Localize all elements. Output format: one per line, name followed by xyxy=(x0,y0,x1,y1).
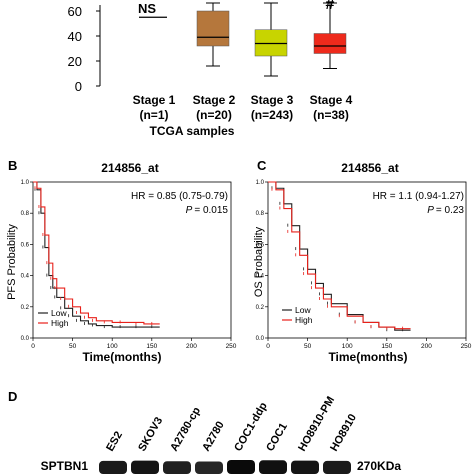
panel-c-letter: C xyxy=(257,158,267,173)
panel-d-letter: D xyxy=(8,389,17,404)
boxplot-box xyxy=(196,10,230,47)
km-y-tick-label: 0.0 xyxy=(21,336,30,342)
panel-b-hr: HR = 0.85 (0.75-0.79) xyxy=(131,191,228,202)
boxplot-box xyxy=(254,29,288,57)
boxplot-group: Stage 2(n=20) xyxy=(193,2,236,122)
blot-band xyxy=(99,460,127,474)
blot-lane-label: ES2 xyxy=(104,429,125,453)
km-y-tick-label: 0.4 xyxy=(256,274,265,280)
panel-b-legend: Low High xyxy=(38,308,69,328)
blot-membrane xyxy=(94,456,356,474)
boxplot-box xyxy=(313,33,347,54)
km-x-tick-label: 200 xyxy=(186,343,197,350)
boxplot-group: Stage 3(n=243) xyxy=(251,2,294,122)
km-y-tick-label: 0.2 xyxy=(21,305,30,311)
panel-c-title: 214856_at xyxy=(341,161,398,175)
boxplot-significance: # xyxy=(326,0,335,13)
km-y-tick-label: 0.6 xyxy=(21,242,30,248)
panel-b-ylabel: PFS Probability xyxy=(6,224,18,300)
panel-b-legend-low: Low xyxy=(51,308,67,318)
boxplot-xlabel: TCGA samples xyxy=(150,124,235,138)
km-x-tick-label: 0 xyxy=(266,343,270,350)
km-y-tick-label: 0.4 xyxy=(21,274,30,280)
panel-c-xlabel: Time(months) xyxy=(328,350,407,364)
boxplot-stage-label: Stage 4 xyxy=(310,93,353,107)
km-x-tick-label: 100 xyxy=(342,343,353,350)
km-x-tick-label: 0 xyxy=(31,343,35,350)
km-x-tick-label: 150 xyxy=(381,343,392,350)
blot-protein-label: SPTBN1 xyxy=(41,459,89,473)
panel-b-xlabel: Time(months) xyxy=(82,350,161,364)
blot-band xyxy=(163,461,191,474)
panel-c-legend-high: High xyxy=(295,315,313,325)
panel-b-title: 214856_at xyxy=(101,161,158,175)
panel-b-km-pfs: B 214856_at PFS Probability Time(months)… xyxy=(6,158,237,364)
blot-band xyxy=(195,461,223,474)
panel-b-legend-high: High xyxy=(51,318,69,328)
km-y-tick-label: 0.0 xyxy=(256,336,265,342)
blot-lane-label: A2780 xyxy=(200,419,227,453)
km-curve-low xyxy=(268,181,411,331)
panel-c-plot-frame xyxy=(267,181,467,339)
panel-c-legend-low: Low xyxy=(295,305,311,315)
panel-c-ylabel: OS Probability xyxy=(253,226,265,297)
panel-c-km-os: C 214856_at OS Probability Time(months) … xyxy=(253,158,472,364)
km-x-tick-label: 100 xyxy=(107,343,118,350)
panel-b-letter: B xyxy=(8,158,17,173)
boxplot-stage-label: Stage 3 xyxy=(251,93,294,107)
blot-band xyxy=(131,460,159,474)
boxplot-y-tick-label: 0 xyxy=(75,79,82,94)
panel-b-pvalue: P = 0.015 xyxy=(186,205,229,216)
km-y-tick-label: 0.8 xyxy=(21,211,30,217)
boxplot-y-tick-label: 40 xyxy=(68,29,82,44)
blot-band xyxy=(291,460,319,474)
km-y-tick-label: 0.6 xyxy=(256,242,265,248)
blot-lane-label: HO8910 xyxy=(328,412,359,453)
boxplot-stage-n: (n=1) xyxy=(139,108,168,122)
boxplot-stage-n: (n=243) xyxy=(251,108,293,122)
blot-band xyxy=(227,460,255,474)
km-y-tick-label: 1.0 xyxy=(256,180,265,186)
panel-c-hr: HR = 1.1 (0.94-1.27) xyxy=(373,191,464,202)
blot-size-label: 270KDa xyxy=(357,459,401,473)
km-x-tick-label: 250 xyxy=(226,343,237,350)
boxplot-stage-n: (n=20) xyxy=(196,108,232,122)
boxplot-group: # Stage 4(n=38) xyxy=(310,0,353,122)
blot-lane-label: A2780-cp xyxy=(168,405,203,454)
km-x-tick-label: 50 xyxy=(304,343,312,350)
boxplot-significance: NS xyxy=(138,1,156,16)
boxplot-group: NS Stage 1(n=1) xyxy=(133,1,176,122)
km-curve-high xyxy=(268,181,411,330)
km-x-tick-label: 150 xyxy=(146,343,157,350)
km-x-tick-label: 250 xyxy=(461,343,472,350)
km-x-tick-label: 50 xyxy=(69,343,77,350)
boxplot-stage-n: (n=38) xyxy=(313,108,349,122)
km-x-tick-label: 200 xyxy=(421,343,432,350)
blot-lane-label: SKOV3 xyxy=(136,415,165,453)
boxplot-stage-label: Stage 2 xyxy=(193,93,236,107)
km-y-tick-label: 0.8 xyxy=(256,211,265,217)
panel-b-plot-frame xyxy=(32,181,232,339)
km-curve-low xyxy=(33,181,160,328)
boxplot-stage-label: Stage 1 xyxy=(133,93,176,107)
panel-c-pvalue: P = 0.23 xyxy=(427,205,464,216)
blot-band xyxy=(259,460,287,474)
km-y-tick-label: 1.0 xyxy=(21,180,30,186)
boxplot-y-tick-label: 60 xyxy=(68,4,82,19)
panel-c-legend: Low High xyxy=(282,305,313,325)
blot-band xyxy=(323,460,351,474)
boxplot-y-tick-label: 20 xyxy=(68,54,82,69)
km-y-tick-label: 0.2 xyxy=(256,305,265,311)
blot-lane-label: COC1 xyxy=(264,421,290,453)
km-curve-high xyxy=(33,181,160,325)
